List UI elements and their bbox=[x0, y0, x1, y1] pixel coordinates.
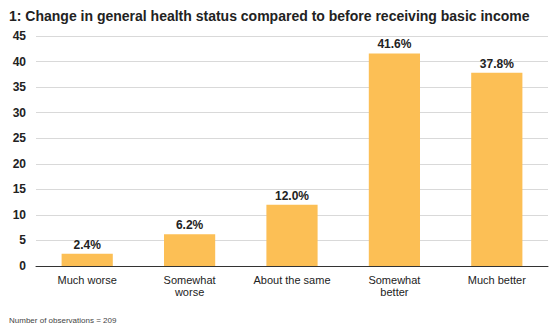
svg-text:worse: worse bbox=[174, 286, 204, 298]
svg-text:Much worse: Much worse bbox=[58, 274, 117, 286]
svg-text:Much better: Much better bbox=[468, 274, 526, 286]
svg-text:0: 0 bbox=[19, 259, 26, 273]
svg-text:41.6%: 41.6% bbox=[377, 37, 411, 51]
svg-text:10: 10 bbox=[13, 208, 27, 222]
svg-text:12.0%: 12.0% bbox=[275, 189, 309, 203]
svg-text:5: 5 bbox=[19, 233, 26, 247]
svg-text:37.8%: 37.8% bbox=[480, 57, 514, 71]
svg-text:40: 40 bbox=[13, 55, 27, 69]
svg-text:20: 20 bbox=[13, 157, 27, 171]
svg-text:Somewhat: Somewhat bbox=[368, 274, 420, 286]
svg-text:25: 25 bbox=[13, 131, 27, 145]
svg-text:6.2%: 6.2% bbox=[176, 218, 204, 232]
svg-text:45: 45 bbox=[13, 29, 27, 43]
svg-text:better: better bbox=[380, 286, 408, 298]
svg-text:30: 30 bbox=[13, 106, 27, 120]
svg-text:1: Change in general health st: 1: Change in general health status compa… bbox=[9, 8, 530, 24]
svg-text:35: 35 bbox=[13, 80, 27, 94]
svg-text:Number of observations = 209: Number of observations = 209 bbox=[9, 316, 117, 325]
svg-text:15: 15 bbox=[13, 182, 27, 196]
svg-text:Somewhat: Somewhat bbox=[164, 274, 216, 286]
svg-text:About the same: About the same bbox=[253, 274, 330, 286]
svg-text:2.4%: 2.4% bbox=[74, 238, 102, 252]
